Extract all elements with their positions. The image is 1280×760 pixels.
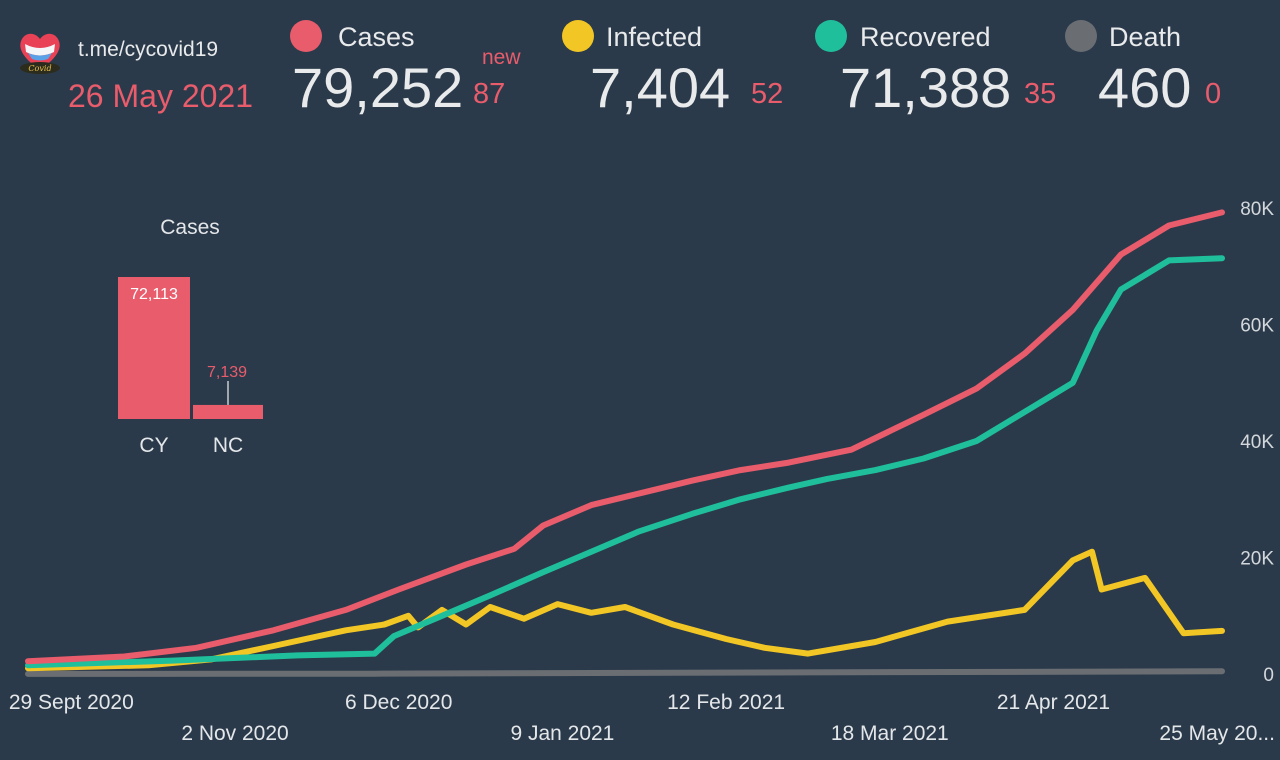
death-new-value: 0 <box>1205 78 1222 110</box>
infected-legend-dot <box>562 20 594 52</box>
infected-new-value: 52 <box>751 78 784 110</box>
y-tick-label: 60K <box>1240 316 1274 337</box>
logo-heart-icon: Covid <box>14 24 66 76</box>
inset-value-label: 72,113 <box>130 286 178 303</box>
infected-label: Infected <box>606 22 703 52</box>
x-tick-label: 2 Nov 2020 <box>181 722 288 745</box>
inset-category-label: NC <box>213 434 243 457</box>
channel-link[interactable]: t.me/cycovid19 <box>78 38 219 61</box>
recovered-label: Recovered <box>860 22 991 52</box>
recovered-new-value: 35 <box>1024 78 1057 110</box>
report-date: 26 May 2021 <box>68 78 254 114</box>
x-tick-label: 18 Mar 2021 <box>831 722 949 745</box>
x-tick-label: 12 Feb 2021 <box>667 691 785 714</box>
series-line-recovered <box>25 255 1225 669</box>
series-line-cases <box>25 209 1225 665</box>
y-tick-label: 20K <box>1240 549 1274 570</box>
svg-text:Covid: Covid <box>28 64 51 73</box>
series-line-death <box>25 668 1225 677</box>
inset-bar-nc <box>193 404 263 419</box>
inset-chart-title: Cases <box>160 216 220 239</box>
cases-value: 79,252 <box>292 56 464 119</box>
recovered-value: 71,388 <box>840 56 1012 119</box>
cases-legend-dot <box>290 20 322 52</box>
y-tick-label: 0 <box>1263 665 1274 686</box>
y-tick-label: 80K <box>1240 199 1274 220</box>
inset-bar-chart: Cases CY NC 72,113 7,139 <box>118 216 263 457</box>
cases-new-value: 87 <box>473 78 506 110</box>
inset-bar-cy <box>118 277 190 419</box>
new-label: new <box>482 46 521 69</box>
inset-category-label: CY <box>139 434 168 457</box>
x-tick-label: 21 Apr 2021 <box>997 691 1110 714</box>
x-tick-label: 9 Jan 2021 <box>510 722 614 745</box>
death-legend-dot <box>1065 20 1097 52</box>
series-line-infected <box>25 548 1225 672</box>
recovered-legend-dot <box>815 20 847 52</box>
y-tick-label: 40K <box>1240 432 1274 453</box>
death-label: Death <box>1109 22 1182 52</box>
x-tick-label: 25 May 20... <box>1159 722 1275 745</box>
x-tick-label: 29 Sept 2020 <box>9 691 134 714</box>
inset-value-label: 7,139 <box>207 364 247 381</box>
x-tick-label: 6 Dec 2020 <box>345 691 452 714</box>
infected-value: 7,404 <box>590 56 731 119</box>
death-value: 460 <box>1098 56 1192 119</box>
cases-label: Cases <box>338 22 415 52</box>
